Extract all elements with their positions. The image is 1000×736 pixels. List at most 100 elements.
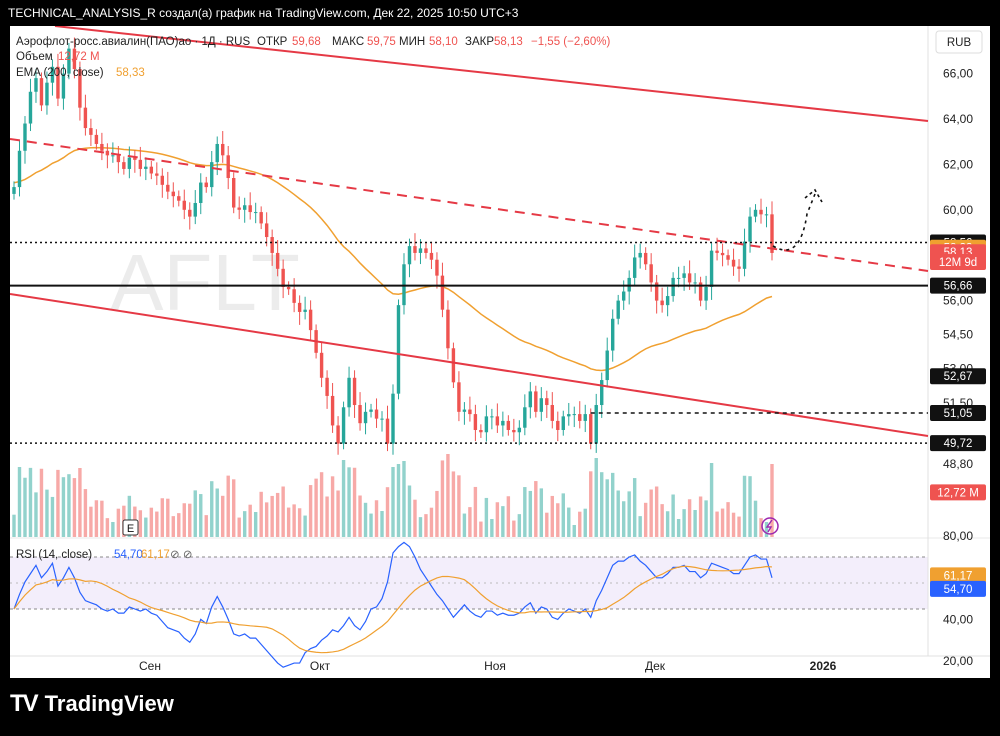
- candle-body: [572, 414, 576, 416]
- candle-body: [166, 184, 170, 192]
- volume-bar: [649, 489, 653, 537]
- candle-body: [770, 214, 774, 253]
- candle-body: [78, 69, 82, 108]
- candle-body: [676, 277, 681, 279]
- rsi-lines: [13, 541, 773, 668]
- candle-body: [67, 48, 71, 74]
- candle-body: [440, 275, 445, 310]
- volume-bar: [643, 502, 648, 537]
- legend: Аэрофлот-росс.авиалин(ПАО)ао · 1Д · RUS …: [16, 36, 610, 561]
- candle-body: [286, 286, 291, 290]
- volume-bar: [621, 501, 626, 537]
- volume-bar: [407, 485, 412, 537]
- svg-text:RSI (14, close): RSI (14, close): [16, 549, 92, 561]
- candle-body: [687, 273, 692, 283]
- volume-bar: [275, 492, 280, 537]
- currency-button[interactable]: [935, 30, 983, 54]
- svg-text:EMA (200, close): EMA (200, close): [16, 67, 104, 79]
- volume-bar: [572, 525, 576, 537]
- volume-bar: [429, 507, 434, 537]
- volume-bar: [391, 467, 395, 537]
- volume-bar: [336, 490, 340, 537]
- volume-bar: [759, 518, 763, 537]
- candle-body: [308, 309, 313, 331]
- candle-body: [83, 107, 88, 129]
- forecast-arrow[interactable]: [772, 193, 816, 251]
- candle-body: [649, 264, 653, 283]
- time-axis[interactable]: Сен Окт Ноя Дек 2026: [139, 659, 837, 673]
- candle-body: [336, 425, 340, 444]
- svg-text:58,13: 58,13: [494, 36, 523, 48]
- volume-bar: [446, 454, 450, 537]
- volume-bar: [325, 496, 329, 537]
- svg-text:Аэрофлот-росс.авиалин(ПАО)ао ·: Аэрофлот-росс.авиалин(ПАО)ао · 1Д · RUS: [16, 36, 250, 48]
- candle-body: [731, 259, 736, 267]
- candle-body: [325, 377, 329, 396]
- volume-bar: [385, 487, 390, 537]
- volume-bar: [204, 515, 208, 537]
- horizontal-levels: [10, 241, 928, 444]
- candle-body: [270, 237, 274, 253]
- volume-bar: [270, 495, 274, 537]
- earnings-marker[interactable]: [122, 519, 139, 536]
- volume-bar: [506, 496, 511, 537]
- volume-bar: [567, 507, 571, 537]
- svg-text:54,70: 54,70: [114, 549, 143, 561]
- price-chart[interactable]: AFLT Аэрофлот-росс.авиалин(ПАО)ао · 1Д ·…: [10, 26, 990, 678]
- volume-bar: [451, 471, 456, 537]
- watermark: AFLT: [110, 238, 300, 327]
- candle-body: [748, 216, 752, 242]
- price-tick: 66,00: [943, 67, 973, 81]
- candle-body: [94, 134, 99, 144]
- upper-channel-line[interactable]: [54, 26, 929, 122]
- dashed-trend-line[interactable]: [10, 138, 929, 272]
- volume-bar: [314, 478, 318, 537]
- volume-bar: [226, 475, 230, 537]
- volume-bar: [347, 467, 351, 537]
- candle-body: [264, 223, 269, 238]
- volume-bar: [671, 494, 675, 537]
- svg-text:⊘ ⊘: ⊘ ⊘: [170, 549, 192, 561]
- candle-body: [737, 266, 741, 269]
- volume-bar: [440, 460, 445, 537]
- candle-body: [193, 202, 197, 217]
- volume-bar: [715, 511, 719, 537]
- time-tick: Дек: [645, 659, 666, 673]
- volume-bar: [495, 502, 500, 537]
- rsi-axis[interactable]: 80,00 40,00 20,00: [943, 529, 973, 668]
- volume-bar: [545, 512, 549, 537]
- volume-bar: [330, 476, 335, 537]
- volume-bar: [528, 490, 533, 537]
- candle-body: [133, 157, 137, 160]
- volume-bar: [12, 514, 16, 537]
- candle-body: [726, 255, 730, 260]
- candle-body: [210, 162, 214, 188]
- volume-bar: [50, 496, 55, 537]
- volume-bar: [83, 489, 88, 537]
- publisher-header: TECHNICAL_ANALYSIS_R создал(а) график на…: [8, 6, 519, 20]
- volume-bar: [297, 508, 302, 537]
- flash-icon[interactable]: [761, 517, 779, 535]
- volume-bar: [484, 497, 489, 537]
- volume-bar: [693, 510, 697, 537]
- candle-body: [561, 416, 565, 430]
- candle-body: [418, 248, 423, 253]
- volume-bar: [188, 503, 192, 537]
- price-label-box: [930, 368, 986, 385]
- volume-bar: [753, 500, 758, 537]
- candle-body: [275, 252, 280, 269]
- candle-body: [199, 182, 203, 203]
- price-label: 61,17: [944, 570, 973, 582]
- volume-bars: [12, 454, 774, 537]
- candle-body: [215, 143, 219, 163]
- price-label: 56,66: [944, 281, 973, 293]
- volume-bar: [583, 508, 587, 537]
- volume-bar: [709, 463, 714, 537]
- candle-body: [446, 309, 450, 349]
- candle-body: [347, 377, 351, 408]
- candle-body: [523, 407, 527, 428]
- tradingview-logo[interactable]: TV TradingView: [10, 690, 174, 717]
- volume-bar: [138, 510, 143, 537]
- candle-body: [643, 252, 648, 265]
- rsi-tick: 20,00: [943, 654, 973, 668]
